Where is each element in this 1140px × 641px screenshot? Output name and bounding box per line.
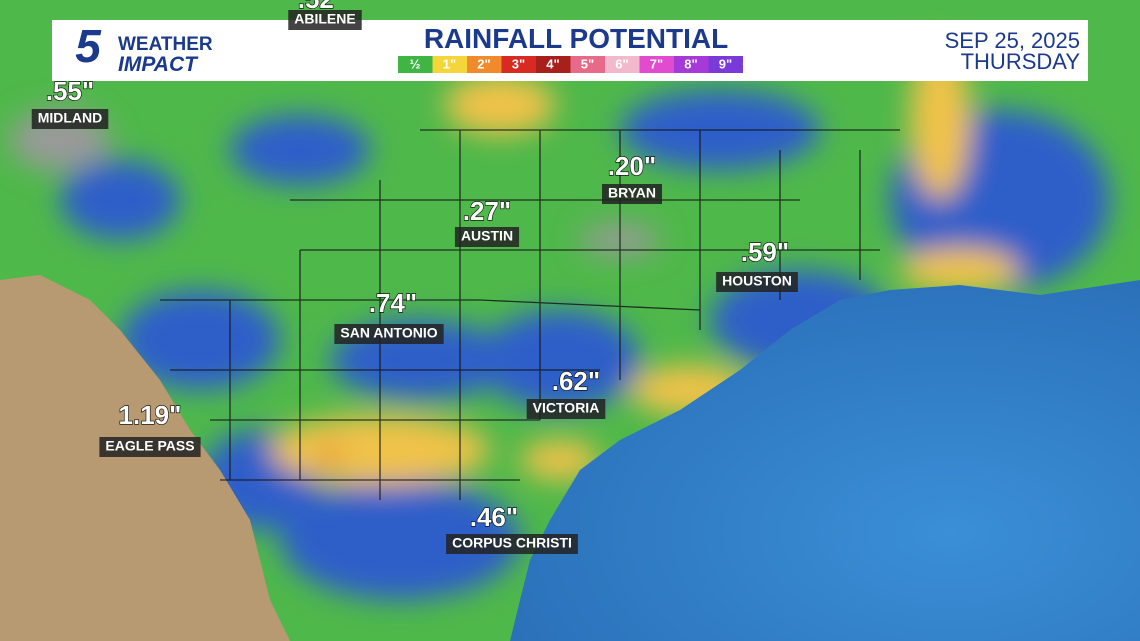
city-name: AUSTIN	[461, 228, 513, 244]
rain-amount: .74"	[369, 288, 417, 318]
legend-swatch	[674, 56, 709, 73]
city-badge	[288, 10, 362, 30]
rain-amount: .27"	[463, 196, 511, 226]
legend-label: 1"	[443, 56, 456, 71]
title: RAINFALL POTENTIAL	[424, 23, 728, 54]
legend-swatch	[570, 56, 605, 73]
rain-amount: .46"	[470, 502, 518, 532]
legend-label: 9"	[719, 56, 732, 71]
legend-label: 3"	[512, 56, 525, 71]
day: THURSDAY	[961, 49, 1081, 74]
legend-label: +	[742, 56, 750, 71]
city-badge	[526, 399, 606, 419]
legend-swatch	[639, 56, 674, 73]
city-badge	[99, 437, 201, 457]
legend-label: 4"	[546, 56, 559, 71]
legend-label: 5"	[581, 56, 594, 71]
logo-number: 5	[75, 20, 102, 72]
city-name: CORPUS CHRISTI	[452, 535, 572, 551]
city-name: EAGLE PASS	[105, 438, 194, 454]
city-badge	[31, 109, 109, 129]
city-labels: .52"ABILENE.55"MIDLAND.27"AUSTIN.20"BRYA…	[31, 0, 798, 554]
legend-label: 2"	[477, 56, 490, 71]
logo-bottom: IMPACT	[118, 53, 199, 76]
county-lines	[160, 129, 900, 500]
legend-swatch	[708, 56, 743, 73]
city-name: SAN ANTONIO	[340, 325, 437, 341]
city-badge	[602, 184, 662, 204]
city-name: MIDLAND	[38, 110, 103, 126]
city-badge	[454, 227, 520, 247]
legend-label: ½	[410, 56, 421, 71]
city-name: HOUSTON	[722, 273, 792, 289]
date: SEP 25, 2025	[945, 28, 1080, 53]
city-name: VICTORIA	[533, 400, 600, 416]
city-badge	[334, 324, 444, 344]
legend-label: 8"	[684, 56, 697, 71]
legend-label: 7"	[650, 56, 663, 71]
legend-swatch	[501, 56, 536, 73]
legend-swatch	[432, 56, 467, 73]
city-badge	[716, 272, 798, 292]
legend-swatch	[467, 56, 502, 73]
legend-swatch	[398, 56, 433, 73]
rain-amount: .62"	[552, 366, 600, 396]
legend-label: 6"	[615, 56, 628, 71]
ocean	[510, 280, 1140, 641]
rain-amount: 1.19"	[119, 400, 182, 430]
city-name: BRYAN	[608, 185, 656, 201]
legend-swatch	[605, 56, 640, 73]
city-name: ABILENE	[294, 11, 355, 27]
legend: ½ 1" 2" 3" 4" 5" 6" 7" 8" 9" +	[398, 56, 750, 73]
rain-amount: .20"	[608, 151, 656, 181]
rain-amount: .59"	[741, 237, 789, 267]
logo-top: WEATHER	[118, 34, 213, 55]
legend-swatch	[536, 56, 571, 73]
terrain	[0, 275, 290, 641]
rain-amount: .55"	[46, 76, 94, 106]
rain-field	[10, 40, 1110, 600]
city-badge	[446, 534, 578, 554]
